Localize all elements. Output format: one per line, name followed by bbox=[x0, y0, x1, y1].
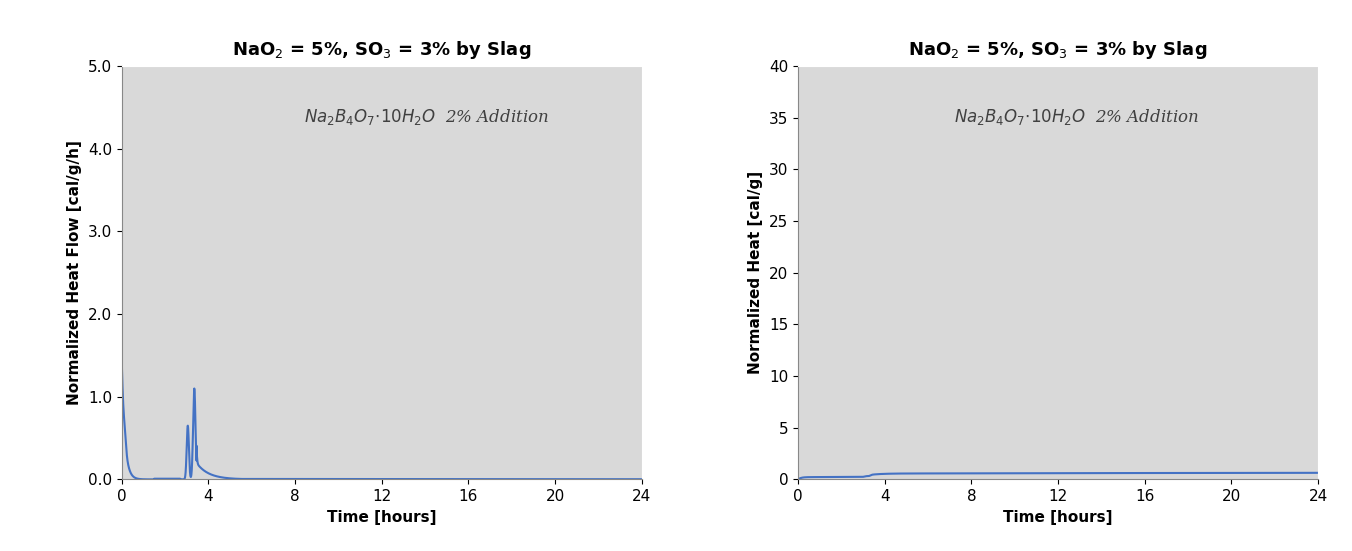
Y-axis label: Normalized Heat [cal/g]: Normalized Heat [cal/g] bbox=[748, 171, 764, 374]
Text: $Na_2B_4O_7$$\cdot$$10H_2O$  2% Addition: $Na_2B_4O_7$$\cdot$$10H_2O$ 2% Addition bbox=[955, 107, 1199, 127]
X-axis label: Time [hours]: Time [hours] bbox=[1003, 510, 1113, 525]
Text: $Na_2B_4O_7$$\cdot$$10H_2O$  2% Addition: $Na_2B_4O_7$$\cdot$$10H_2O$ 2% Addition bbox=[304, 107, 549, 127]
Y-axis label: Normalized Heat Flow [cal/g/h]: Normalized Heat Flow [cal/g/h] bbox=[68, 141, 82, 405]
X-axis label: Time [hours]: Time [hours] bbox=[327, 510, 437, 525]
Title: NaO$_2$ = 5%, SO$_3$ = 3% by Slag: NaO$_2$ = 5%, SO$_3$ = 3% by Slag bbox=[909, 39, 1207, 61]
Title: NaO$_2$ = 5%, SO$_3$ = 3% by Slag: NaO$_2$ = 5%, SO$_3$ = 3% by Slag bbox=[233, 39, 531, 61]
